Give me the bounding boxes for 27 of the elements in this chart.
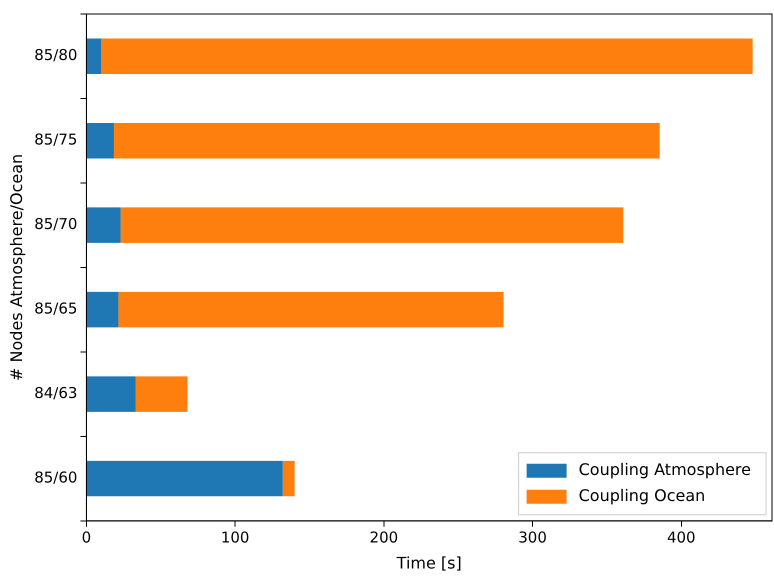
x-tick-label: 100 bbox=[220, 528, 250, 547]
bar bbox=[86, 292, 118, 328]
legend-label: Coupling Ocean bbox=[578, 486, 706, 505]
x-axis-title: Time [s] bbox=[396, 554, 462, 573]
y-tick-label: 85/75 bbox=[34, 130, 78, 149]
x-tick-label: 400 bbox=[666, 528, 696, 547]
bar bbox=[86, 376, 136, 412]
y-tick-label: 85/70 bbox=[34, 215, 78, 234]
x-tick-label: 200 bbox=[370, 528, 398, 547]
y-axis-title: # Nodes Atmosphere/Ocean bbox=[6, 154, 26, 381]
bar bbox=[118, 292, 504, 328]
bar bbox=[86, 122, 114, 158]
bar bbox=[114, 122, 660, 158]
bar bbox=[120, 207, 624, 243]
bar bbox=[86, 460, 283, 496]
y-tick-label: 85/80 bbox=[34, 46, 78, 64]
y-tick-label: 84/63 bbox=[34, 384, 78, 402]
x-tick-label: 0 bbox=[82, 528, 92, 547]
bar bbox=[86, 207, 121, 243]
y-tick-label: 85/65 bbox=[34, 300, 78, 318]
y-tick-label: 85/60 bbox=[34, 468, 78, 486]
legend-label: Coupling Atmosphere bbox=[578, 460, 751, 479]
bar bbox=[101, 38, 753, 74]
bar bbox=[86, 38, 102, 74]
bar bbox=[282, 460, 295, 496]
bar bbox=[136, 376, 188, 412]
x-tick-label: 300 bbox=[518, 528, 547, 547]
